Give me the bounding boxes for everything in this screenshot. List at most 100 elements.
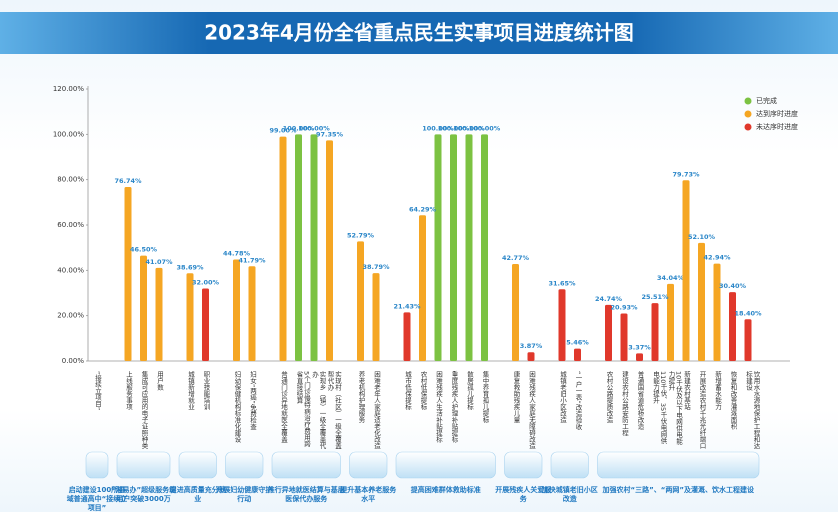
x-tick-label: 集中养育孤儿提标 bbox=[481, 371, 489, 423]
x-tick-label: 重度残疾人护理补贴提标 bbox=[450, 371, 458, 443]
group-bracket bbox=[349, 451, 388, 479]
bar bbox=[620, 313, 628, 361]
group-label: “湘易办”超级服务端用户突破3000万 bbox=[110, 486, 177, 503]
bar bbox=[744, 319, 752, 361]
bar bbox=[155, 267, 163, 361]
x-tick-label: 恢复和改善灌溉面积 bbox=[729, 371, 737, 430]
x-tick-label: 城镇新增就业 bbox=[186, 371, 195, 410]
data-label: 97.35% bbox=[316, 130, 344, 138]
group-bracket bbox=[271, 451, 341, 479]
x-tick-label: 新增蓄水能力 bbox=[713, 371, 722, 410]
x-tick-label: 康复救助残疾儿童 bbox=[512, 371, 520, 423]
group-bracket bbox=[225, 451, 264, 479]
legend-label: 未达序时进度 bbox=[756, 122, 798, 131]
legend-swatch bbox=[744, 110, 752, 118]
bar bbox=[713, 263, 721, 361]
group-bracket bbox=[550, 451, 589, 479]
x-tick-label: 城镇老旧小区改造 bbox=[558, 371, 567, 423]
y-tick-label: 80.00% bbox=[57, 176, 84, 184]
data-label: 100.00% bbox=[422, 124, 454, 132]
x-tick-label: 农村公路提质改造 bbox=[605, 371, 613, 423]
data-label: 44.78% bbox=[223, 249, 251, 257]
x-tick-label: 5个门诊慢特病治疗费用跨省直接结算 bbox=[295, 371, 311, 447]
bar bbox=[729, 292, 736, 361]
bar bbox=[667, 283, 674, 361]
bar bbox=[605, 304, 612, 361]
group-bracket bbox=[597, 451, 760, 479]
chart-title: 2023年4月份全省重点民生实事项目进度统计图 bbox=[204, 21, 634, 45]
y-tick-label: 100.00% bbox=[53, 130, 84, 138]
x-tick-label: 困难老年人家庭适老化改造 bbox=[372, 371, 381, 449]
data-label: 38.69% bbox=[176, 263, 204, 271]
y-tick-label: 0.00% bbox=[62, 357, 85, 365]
x-tick-label: 困难残疾人家庭无障碍改造 bbox=[527, 371, 536, 449]
bar bbox=[651, 303, 659, 361]
x-tick-label: 困难残疾人生活补贴提标 bbox=[434, 371, 443, 443]
x-tick-label: 上线服务事项 bbox=[124, 371, 133, 410]
x-tick-label: 实现乡（镇）一级全覆盖代办 bbox=[310, 371, 327, 449]
y-tick-label: 60.00% bbox=[57, 221, 84, 229]
data-label: 3.87% bbox=[520, 342, 543, 350]
group-label: 开展妇幼健康守护行动 bbox=[216, 486, 273, 503]
data-label: 79.73% bbox=[672, 170, 700, 178]
bar bbox=[279, 136, 287, 361]
bar bbox=[233, 259, 240, 361]
bar bbox=[465, 134, 473, 361]
x-tick-label: 10千伏及以下电网供电能力提升 bbox=[667, 371, 683, 445]
x-tick-label: 职业技能培训 bbox=[202, 371, 210, 410]
data-label: 64.29% bbox=[409, 205, 437, 213]
x-tick-label: 开展改造农村千兆光纤端口 bbox=[698, 371, 706, 449]
x-tick-label: 散居孤儿提标 bbox=[465, 371, 474, 410]
x-tick-label: 妇幼保健机构标准化建设 bbox=[233, 371, 241, 443]
data-label: 25.51% bbox=[641, 293, 669, 301]
x-tick-label: 集成可应用的电子证照种类 bbox=[140, 371, 148, 449]
group-bracket bbox=[504, 451, 543, 479]
bar bbox=[434, 134, 442, 361]
data-label: 21.43% bbox=[393, 302, 421, 310]
data-label: 99.00% bbox=[269, 127, 297, 135]
title-banner bbox=[0, 12, 838, 54]
bar bbox=[512, 264, 519, 361]
x-tick-label: 妇女“两癌”免费检查 bbox=[248, 371, 257, 430]
y-tick-label: 20.00% bbox=[57, 312, 84, 320]
group-label: 加快城镇老旧小区改造 bbox=[541, 486, 598, 503]
data-label: 41.79% bbox=[238, 256, 266, 264]
x-tick-label: “接续立项目” bbox=[93, 371, 102, 411]
x-tick-label: 用户数 bbox=[155, 371, 164, 391]
group-label: 推行异地就医结算与基层医保代办服务 bbox=[267, 486, 345, 503]
y-tick-label: 120.00% bbox=[53, 85, 84, 93]
data-label: 30.40% bbox=[719, 282, 747, 290]
bar bbox=[574, 348, 581, 361]
bar bbox=[248, 266, 256, 361]
x-tick-label: 建设农村公路安防工程 bbox=[620, 371, 629, 436]
bar bbox=[202, 288, 209, 361]
data-label: 100.00% bbox=[469, 124, 501, 132]
group-label: 开展残疾人关爱服务 bbox=[495, 486, 552, 503]
data-label: 52.10% bbox=[688, 233, 716, 241]
x-tick-label: 实现村（社区）一级全覆盖帮代办 bbox=[326, 371, 342, 449]
group-bracket bbox=[395, 451, 496, 479]
data-label: 46.50% bbox=[130, 246, 158, 254]
data-label: 42.94% bbox=[703, 254, 731, 262]
bar bbox=[419, 215, 426, 361]
data-label: 42.77% bbox=[502, 254, 530, 262]
group-label: 启动建设100所县域普通高中“接续立项目” bbox=[66, 486, 128, 512]
bar bbox=[372, 273, 380, 361]
data-label: 5.46% bbox=[566, 339, 589, 347]
data-label: 76.74% bbox=[114, 177, 142, 185]
x-tick-label: 饮用水水源地保护工程和达标建设 bbox=[744, 371, 761, 449]
y-tick-label: 40.00% bbox=[57, 266, 84, 274]
group-label: 提升基本养老服务水平 bbox=[340, 486, 397, 503]
data-label: 38.79% bbox=[362, 263, 390, 271]
data-label: 100.00% bbox=[453, 124, 485, 132]
bar bbox=[326, 140, 333, 361]
x-tick-label: “一户一表”改造验收 bbox=[574, 371, 582, 430]
x-tick-label: 普通国省道危桥改造 bbox=[636, 371, 644, 430]
bar bbox=[527, 352, 535, 361]
bar bbox=[450, 134, 457, 361]
x-tick-label: 普通门诊异地就医全覆盖 bbox=[279, 371, 288, 443]
bar bbox=[140, 255, 147, 361]
data-label: 100.00% bbox=[438, 124, 470, 132]
